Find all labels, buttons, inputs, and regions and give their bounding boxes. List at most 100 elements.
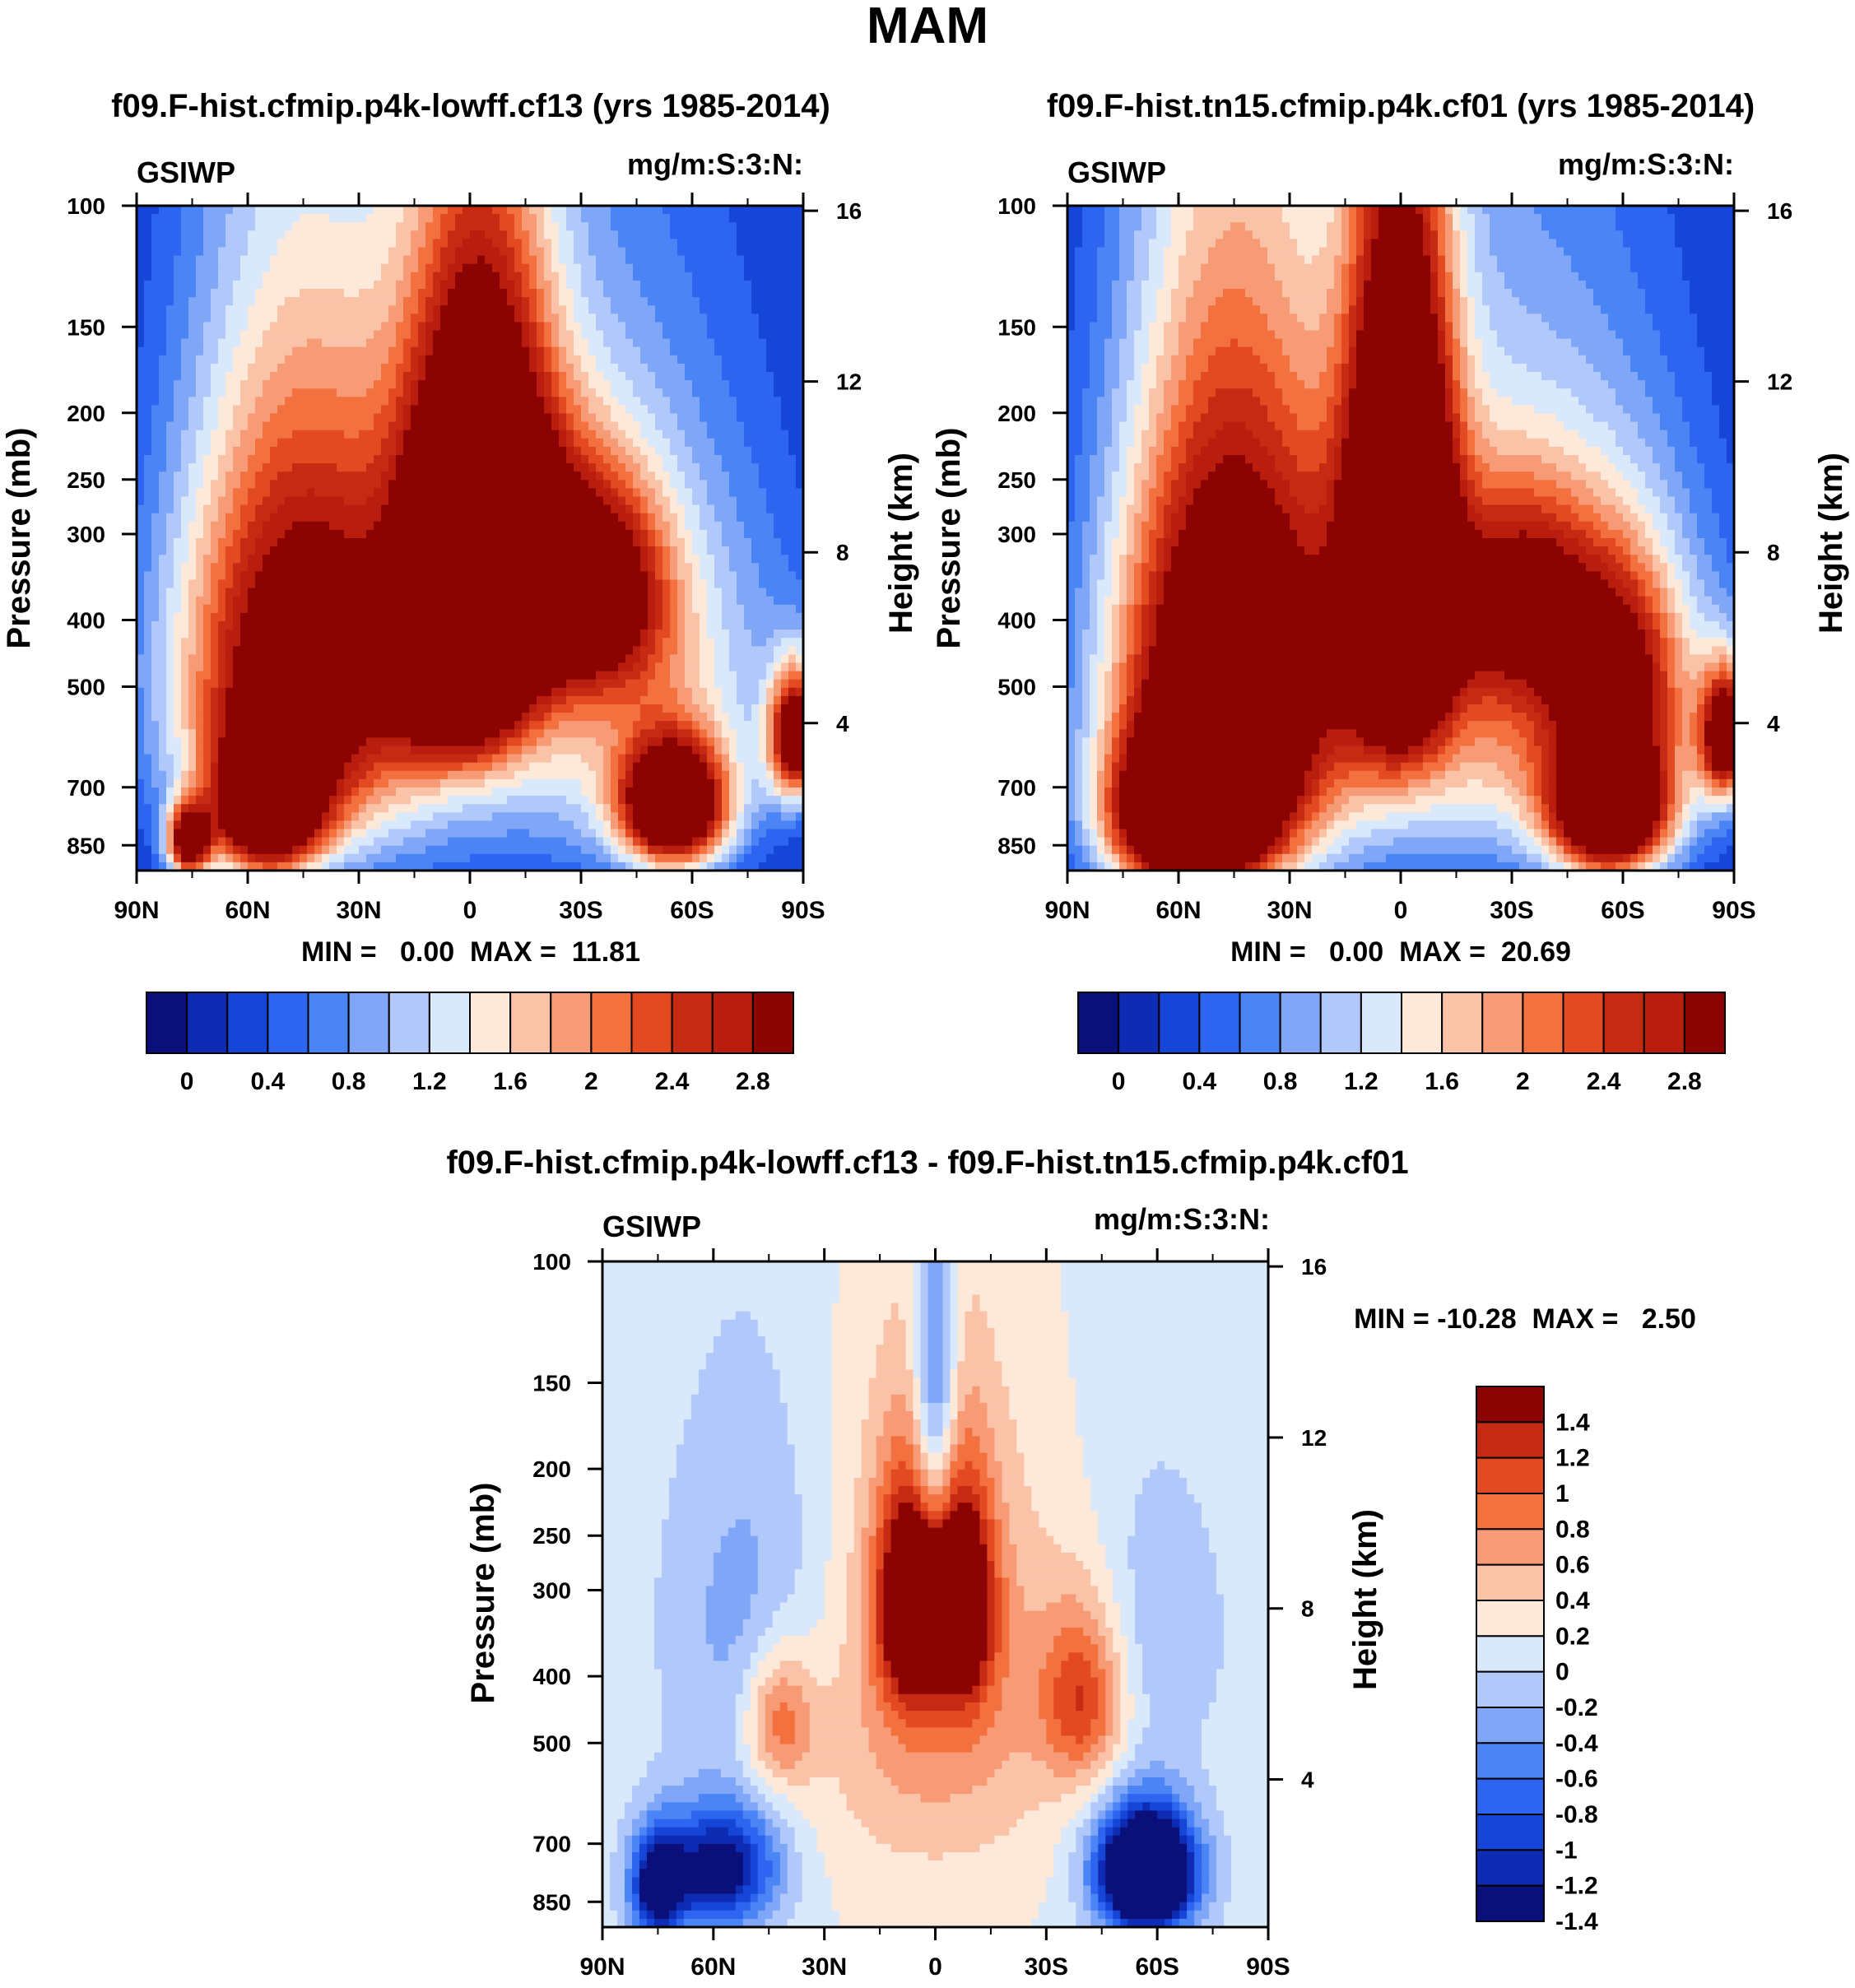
field-cell	[137, 413, 152, 423]
field-cell	[1512, 778, 1527, 788]
field-cell	[890, 1477, 914, 1487]
field-cell	[566, 263, 582, 273]
field-cell	[603, 397, 619, 406]
field-cell	[203, 787, 212, 797]
field-cell	[551, 297, 560, 306]
field-cell	[1445, 239, 1453, 248]
field-cell	[1697, 322, 1735, 332]
field-cell	[1512, 704, 1535, 713]
field-cell	[729, 380, 774, 389]
field-cell	[1667, 787, 1676, 797]
field-cell	[166, 721, 174, 730]
field-cell	[1341, 346, 1350, 356]
field-cell	[1104, 762, 1113, 772]
field-cell	[1653, 671, 1661, 680]
field-cell	[1171, 289, 1194, 298]
field-cell	[611, 796, 619, 805]
field-cell	[766, 638, 782, 647]
field-cell	[1690, 737, 1698, 747]
field-cell	[188, 679, 197, 689]
field-cell	[655, 862, 686, 871]
field-cell	[1193, 430, 1216, 439]
field-cell	[174, 629, 189, 639]
field-cell	[344, 762, 360, 772]
field-cell	[920, 1278, 929, 1287]
field-cell	[1297, 421, 1320, 431]
field-cell	[1134, 272, 1150, 281]
field-cell	[1460, 488, 1468, 498]
field-cell	[729, 206, 804, 215]
field-cell	[529, 322, 537, 332]
field-cell	[1675, 837, 1683, 847]
field-cell	[1290, 829, 1298, 838]
field-cell	[714, 346, 767, 356]
field-cell	[581, 330, 604, 340]
field-cell	[1497, 695, 1527, 705]
field-cell	[602, 1294, 840, 1304]
field-cell	[1134, 596, 1142, 606]
field-cell	[1104, 455, 1120, 464]
field-cell	[905, 1353, 914, 1362]
field-cell	[544, 729, 619, 738]
field-cell	[759, 695, 767, 705]
field-cell	[425, 338, 434, 348]
field-cell	[240, 338, 263, 348]
field-cell	[537, 222, 545, 231]
field-cell	[1460, 322, 1468, 332]
field-cell	[1475, 214, 1490, 223]
field-cell	[1371, 263, 1431, 273]
field-cell	[774, 654, 782, 664]
field-cell	[403, 430, 560, 439]
field-cell	[1156, 588, 1165, 597]
field-cell	[1067, 579, 1083, 589]
field-cell	[965, 1394, 981, 1404]
field-cell	[166, 455, 182, 464]
field-cell	[196, 646, 204, 655]
field-cell	[388, 778, 441, 788]
field-cell	[692, 579, 708, 589]
field-cell	[1690, 280, 1735, 290]
field-cell	[240, 255, 271, 265]
field-cell	[1112, 629, 1120, 639]
field-cell	[1475, 314, 1490, 323]
field-cell	[329, 214, 367, 223]
field-cell	[1208, 247, 1268, 257]
field-cell	[1690, 488, 1713, 498]
field-cell	[159, 853, 167, 863]
field-cell	[566, 687, 604, 697]
y-tick-label: 250	[997, 467, 1036, 493]
field-cell	[1682, 588, 1690, 597]
field-cell	[418, 397, 545, 406]
y-tick-label: 850	[997, 833, 1036, 858]
field-cell	[211, 521, 226, 531]
field-cell	[1453, 446, 1461, 456]
field-cell	[1690, 845, 1705, 855]
field-cell	[1082, 812, 1090, 821]
field-cell	[166, 654, 174, 664]
field-cell	[181, 704, 189, 713]
field-cell	[928, 1436, 944, 1446]
field-cell	[685, 679, 700, 689]
field-cell	[566, 305, 574, 314]
field-cell	[1067, 305, 1076, 314]
field-cell	[1630, 455, 1653, 464]
field-cell	[1667, 612, 1676, 622]
field-cell	[1482, 206, 1535, 215]
field-cell	[240, 621, 649, 630]
field-cell	[737, 596, 774, 606]
field-cell	[166, 737, 182, 747]
field-cell	[225, 853, 234, 863]
field-cell	[942, 1294, 951, 1304]
field-cell	[263, 496, 286, 506]
field-cell	[1334, 513, 1468, 523]
field-cell	[633, 829, 641, 838]
field-cell	[137, 338, 145, 348]
field-cell	[1112, 413, 1127, 423]
field-cell	[1616, 538, 1631, 547]
field-cell	[781, 746, 804, 755]
field-cell	[551, 713, 641, 722]
field-cell	[1141, 546, 1150, 555]
field-cell	[396, 297, 404, 306]
field-cell	[1482, 346, 1505, 356]
field-cell	[1327, 405, 1335, 415]
